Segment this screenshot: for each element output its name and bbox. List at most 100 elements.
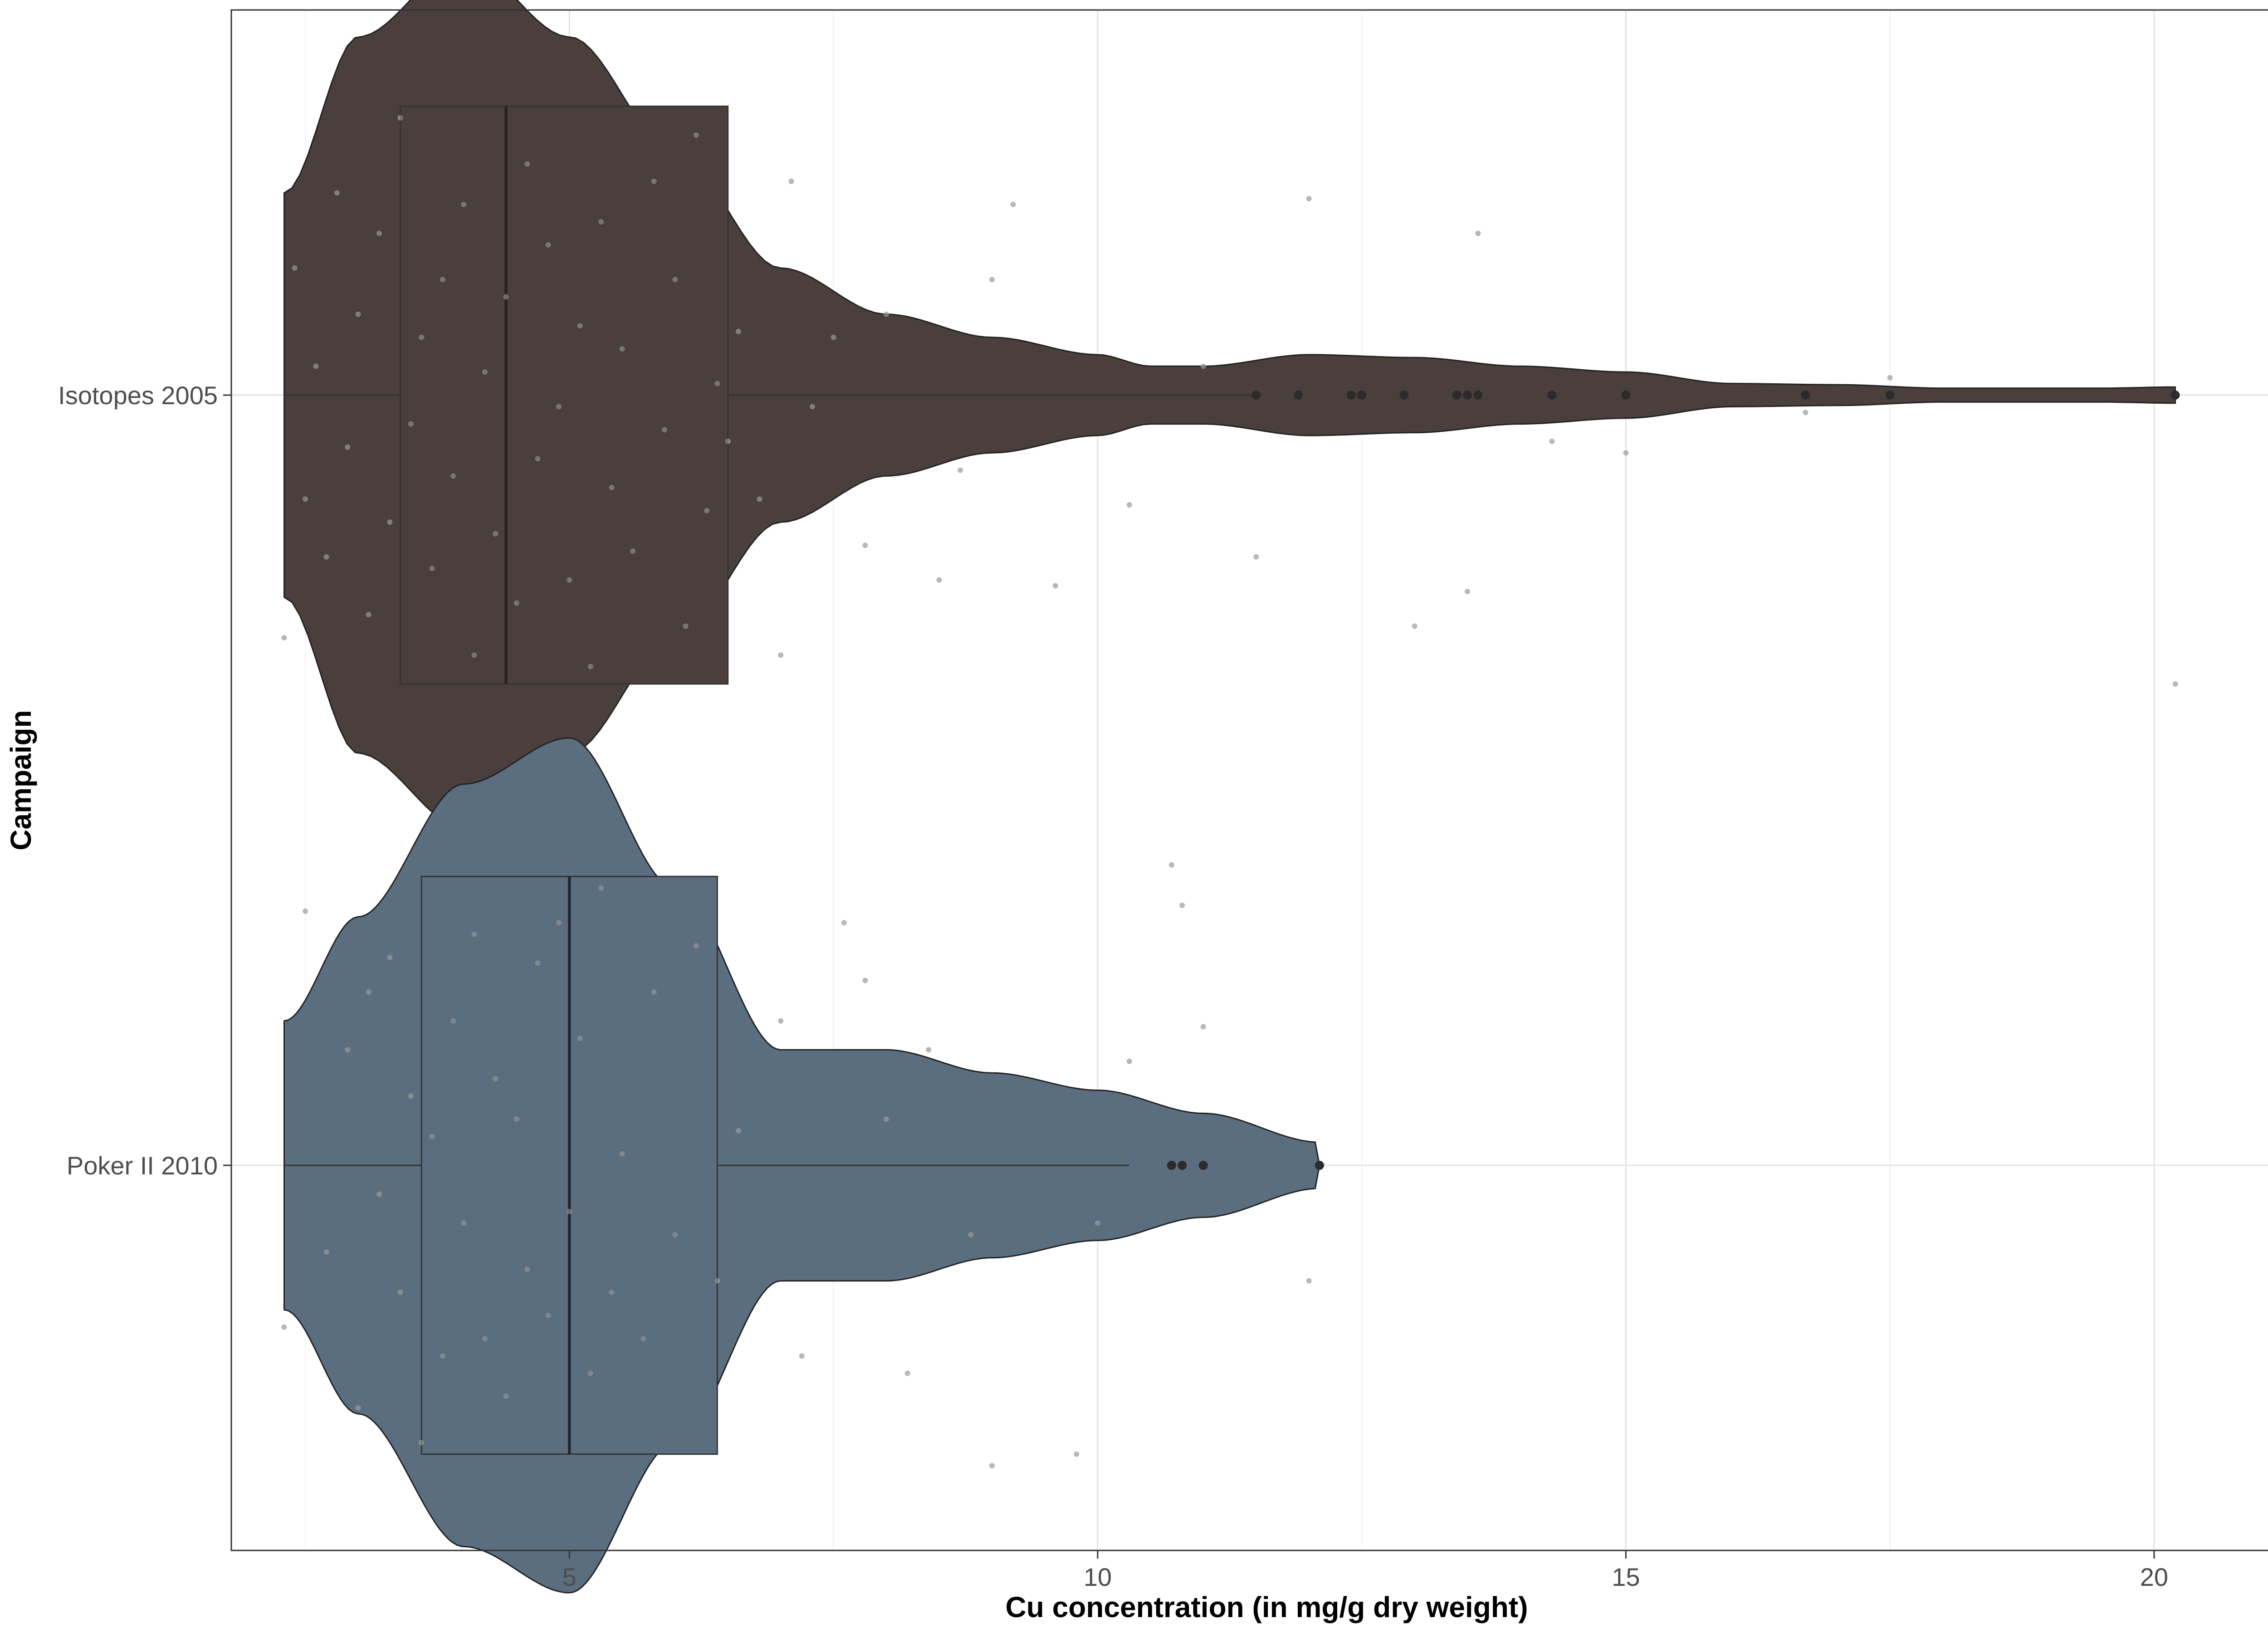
outlier-point [1399, 391, 1409, 400]
jitter-point [397, 1290, 403, 1296]
jitter-point [482, 369, 488, 375]
jitter-point [567, 577, 572, 583]
jitter-point [556, 404, 562, 410]
jitter-point [513, 600, 519, 606]
jitter-point [2172, 681, 2178, 687]
jitter-point [366, 611, 371, 617]
outlier-point [1473, 391, 1483, 400]
jitter-point [419, 1440, 425, 1446]
y-tick-label: Poker II 2010 [67, 1151, 218, 1180]
jitter-point [672, 277, 678, 283]
jitter-point [598, 219, 604, 225]
jitter-point [567, 1208, 572, 1214]
jitter-point [1095, 1220, 1100, 1226]
axes: 5 10 15 20 Isotopes 2005 Poker II 2010 [58, 381, 2168, 1591]
jitter-point [355, 1405, 361, 1411]
jitter-point [471, 652, 477, 658]
jitter-point [1549, 438, 1555, 444]
x-tick-label: 15 [1612, 1563, 1640, 1591]
y-tick-label: Isotopes 2005 [58, 381, 218, 410]
outlier-point [1251, 391, 1261, 400]
jitter-point [619, 1151, 625, 1157]
jitter-point [334, 190, 340, 196]
violin-isotopes-2005 [284, 0, 2176, 829]
jitter-point [587, 1370, 593, 1376]
boxplots [284, 105, 1256, 1455]
jitter-point [989, 1463, 995, 1469]
outlier-point [1294, 391, 1303, 400]
jitter-point [693, 132, 699, 138]
jitter-point [1126, 1058, 1132, 1064]
jitter-point [440, 277, 445, 283]
jitter-point [831, 334, 836, 340]
jitter-point [1168, 862, 1174, 868]
jitter-point [281, 635, 287, 640]
jitter-point [1465, 588, 1471, 594]
jitter-point [493, 1076, 499, 1081]
jitter-point [735, 1128, 741, 1134]
jitter-point [926, 1047, 932, 1053]
jitter-point [704, 508, 710, 513]
jitter-point [471, 931, 477, 937]
outlier-point [1167, 1161, 1176, 1170]
jitter-point [1306, 196, 1312, 202]
jitter-point [1052, 583, 1058, 589]
jitter-point [303, 908, 308, 914]
outlier-point [1547, 391, 1557, 400]
jitter-point [757, 496, 763, 502]
jitter-point [1306, 1278, 1312, 1284]
jitter-point [513, 1116, 519, 1122]
jitter-point [376, 230, 382, 236]
outlier-point [1315, 1161, 1324, 1170]
jitter-point [556, 920, 562, 926]
jitter-point [524, 161, 530, 167]
jitter-point [303, 496, 308, 502]
jitter-point [1887, 375, 1893, 381]
jitter-point [429, 566, 435, 572]
jitter-point [545, 242, 551, 248]
jitter-point [609, 1290, 615, 1296]
jitter-point [1253, 554, 1259, 560]
jitter-point [841, 920, 847, 926]
jitter-point [408, 421, 414, 427]
jitter-point [461, 1220, 467, 1226]
jitter-point [408, 1093, 414, 1099]
jitter-point [651, 989, 657, 995]
jitter-point [1074, 1451, 1080, 1457]
x-tick-label: 10 [1084, 1563, 1112, 1591]
jitter-point [904, 1370, 910, 1376]
x-axis-title: Cu concentration (in mg/g dry weight) [1006, 1591, 1528, 1623]
jitter-point [545, 1313, 551, 1319]
jitter-point [714, 381, 720, 386]
panel-border [230, 9, 2268, 1551]
jitter-point [1200, 363, 1206, 369]
jitter-point [366, 989, 371, 995]
jitter-point [693, 943, 699, 949]
jitter-point [376, 1191, 382, 1197]
jitter-point [355, 311, 361, 317]
jitter-point [429, 1134, 435, 1139]
jitter-point [397, 115, 403, 121]
jitter-point [958, 467, 963, 473]
jitter-point [1475, 230, 1481, 236]
outlier-point [1357, 391, 1367, 400]
jitter-point [778, 1018, 784, 1024]
jitter-point [1623, 450, 1629, 456]
x-tick-label: 20 [2140, 1563, 2168, 1591]
jitter-point [598, 885, 604, 891]
outlier-point [1621, 391, 1631, 400]
jitter-point [1412, 623, 1418, 629]
outlier-point [1801, 391, 1810, 400]
outlier-point [1885, 391, 1895, 400]
jitter-point [989, 277, 995, 283]
jitter-point [884, 311, 890, 317]
jitter-point [1010, 201, 1016, 207]
jitter-point [450, 473, 456, 479]
outlier-point [1198, 1161, 1208, 1170]
outlier-point [1452, 391, 1461, 400]
jitter-point [651, 178, 657, 184]
jitter-point [672, 1232, 678, 1237]
jitter-point [630, 548, 636, 554]
jitter-point [450, 1018, 456, 1024]
outlier-point [1346, 391, 1356, 400]
